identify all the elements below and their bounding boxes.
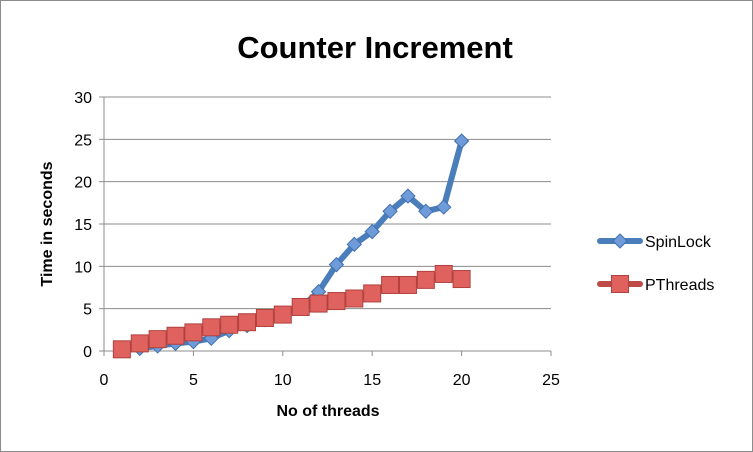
chart-title: Counter Increment xyxy=(237,30,513,65)
data-point xyxy=(364,223,380,240)
series-spinlock xyxy=(114,133,470,358)
data-point xyxy=(416,270,435,289)
data-point xyxy=(202,318,221,337)
x-axis-title: No of threads xyxy=(276,403,379,420)
legend: SpinLock PThreads xyxy=(597,233,714,294)
data-point xyxy=(363,284,382,303)
y-tick-label: 0 xyxy=(83,344,92,361)
data-point xyxy=(291,297,310,316)
legend-item-pthreads: PThreads xyxy=(597,275,714,294)
data-point xyxy=(452,270,471,289)
series-layer xyxy=(112,133,471,359)
data-point xyxy=(436,199,452,215)
x-tick-labels: 0 5 10 15 20 25 xyxy=(100,372,560,389)
y-tick-label: 5 xyxy=(83,302,92,319)
legend-label: PThreads xyxy=(645,277,714,294)
data-point xyxy=(255,308,274,327)
axes xyxy=(99,96,552,356)
legend-label: SpinLock xyxy=(645,234,712,251)
legend-swatch-marker xyxy=(612,233,628,249)
y-tick-labels: 0 5 10 15 20 25 30 xyxy=(74,90,92,361)
data-point xyxy=(273,305,292,324)
data-point xyxy=(220,315,239,334)
y-tick-label: 20 xyxy=(74,175,92,192)
data-point xyxy=(148,330,167,349)
y-tick-label: 25 xyxy=(74,132,92,149)
data-point xyxy=(184,323,203,342)
data-point xyxy=(309,294,328,313)
data-point xyxy=(453,133,470,149)
data-point xyxy=(381,275,400,294)
data-point xyxy=(166,326,185,345)
data-point xyxy=(382,203,398,220)
y-axis-title: Time in seconds xyxy=(39,161,56,286)
legend-item-spinlock: SpinLock xyxy=(597,233,712,251)
data-point xyxy=(345,289,364,308)
x-tick-label: 10 xyxy=(274,372,292,389)
series-pthreads xyxy=(112,264,471,359)
gridlines xyxy=(104,96,551,310)
data-point xyxy=(418,203,434,220)
data-point xyxy=(327,292,346,311)
x-tick-label: 15 xyxy=(363,372,381,389)
x-tick-label: 25 xyxy=(542,372,560,389)
data-point xyxy=(112,340,131,359)
data-point xyxy=(130,334,149,353)
legend-swatch-marker xyxy=(611,275,629,293)
data-point xyxy=(346,236,363,253)
data-point xyxy=(398,275,417,294)
x-tick-label: 20 xyxy=(453,372,471,389)
x-tick-label: 5 xyxy=(189,372,198,389)
data-point xyxy=(238,313,257,332)
data-point xyxy=(328,256,345,273)
y-tick-label: 15 xyxy=(74,217,92,234)
y-tick-label: 10 xyxy=(74,259,92,276)
data-point xyxy=(400,188,416,204)
x-tick-label: 0 xyxy=(100,372,109,389)
y-tick-label: 30 xyxy=(74,90,92,107)
data-point xyxy=(434,264,453,283)
